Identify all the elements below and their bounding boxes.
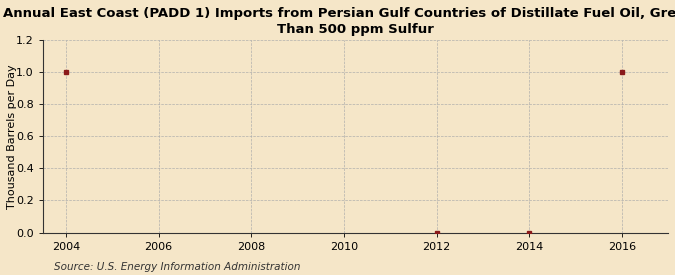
Y-axis label: Thousand Barrels per Day: Thousand Barrels per Day [7, 64, 17, 208]
Text: Source: U.S. Energy Information Administration: Source: U.S. Energy Information Administ… [54, 262, 300, 272]
Title: Annual East Coast (PADD 1) Imports from Persian Gulf Countries of Distillate Fue: Annual East Coast (PADD 1) Imports from … [3, 7, 675, 36]
